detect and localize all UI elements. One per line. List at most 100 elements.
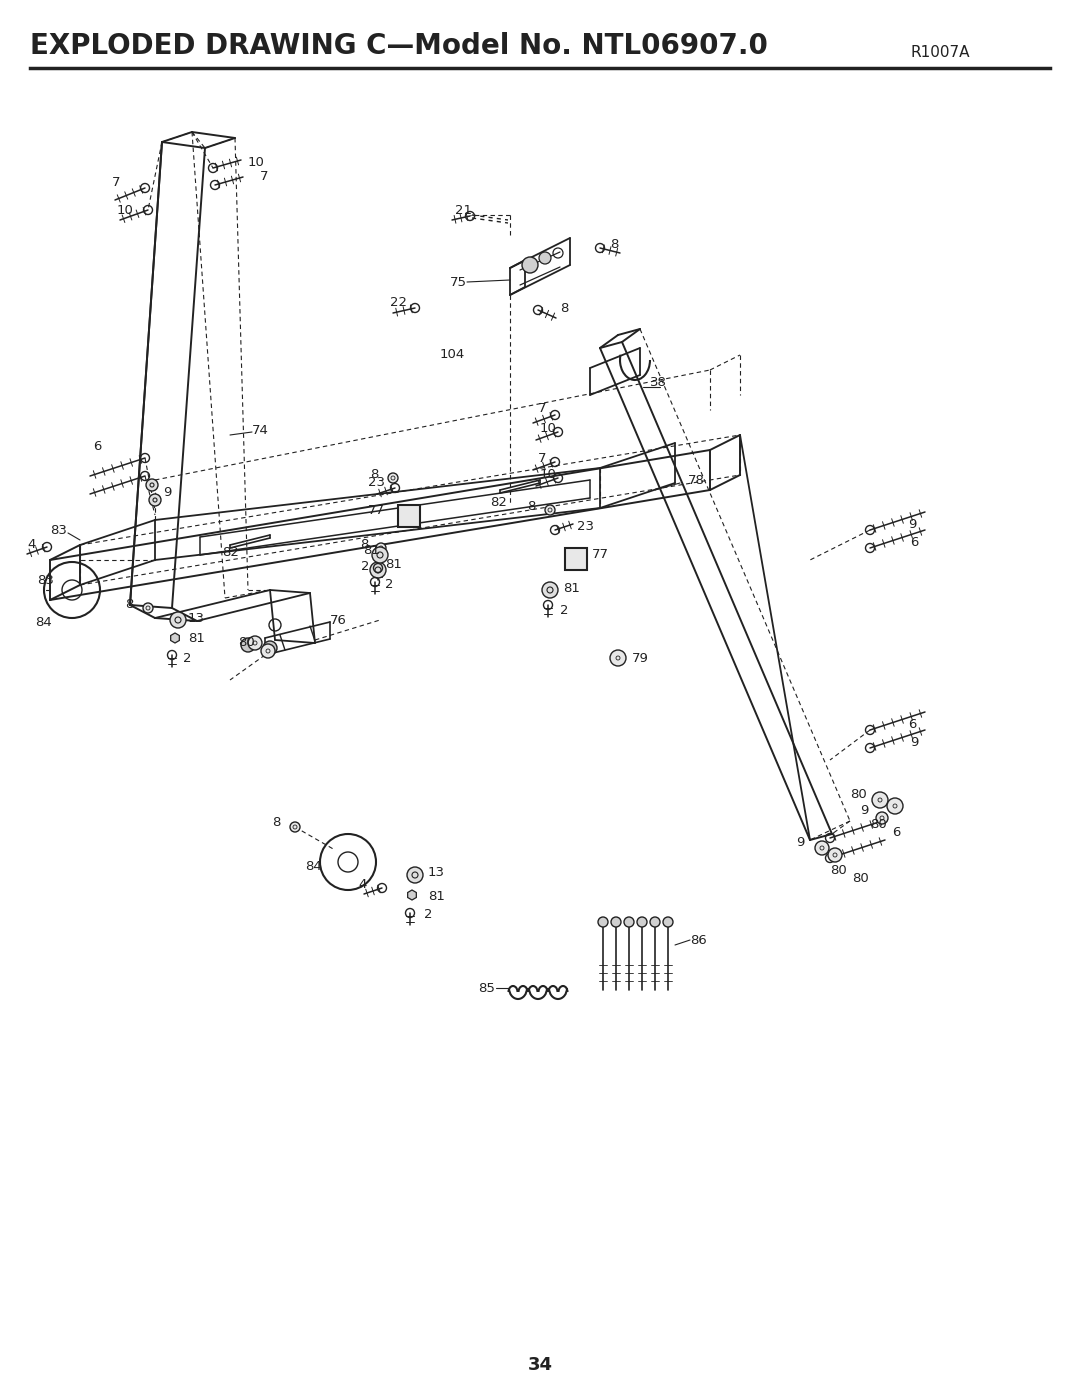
Text: 80: 80: [852, 872, 868, 884]
Text: 10: 10: [540, 468, 557, 482]
Text: 6: 6: [908, 718, 916, 732]
Text: 2: 2: [384, 578, 393, 591]
Text: 81: 81: [563, 581, 580, 595]
Circle shape: [545, 504, 555, 515]
Text: 6: 6: [910, 536, 918, 549]
Text: 8: 8: [527, 500, 536, 514]
Circle shape: [539, 251, 551, 264]
Circle shape: [143, 604, 153, 613]
Text: 77: 77: [592, 549, 609, 562]
Circle shape: [637, 916, 647, 928]
Text: 6: 6: [892, 826, 901, 838]
Text: 8: 8: [125, 598, 133, 612]
Text: 22: 22: [390, 296, 407, 310]
Polygon shape: [171, 633, 179, 643]
Text: 81: 81: [188, 631, 205, 644]
Circle shape: [815, 841, 829, 855]
Text: 13: 13: [428, 866, 445, 879]
Circle shape: [876, 812, 888, 824]
Text: 85: 85: [478, 982, 495, 995]
Text: 2: 2: [424, 908, 432, 922]
Circle shape: [370, 562, 386, 578]
Circle shape: [650, 916, 660, 928]
Text: 13: 13: [188, 612, 205, 624]
Circle shape: [522, 257, 538, 272]
Text: 76: 76: [330, 613, 347, 626]
Text: 7: 7: [112, 176, 121, 190]
Text: 84: 84: [305, 861, 322, 873]
Text: 83: 83: [50, 524, 67, 536]
Circle shape: [170, 612, 186, 629]
Text: 34: 34: [527, 1356, 553, 1375]
Text: 80: 80: [850, 788, 867, 802]
Text: 81: 81: [428, 890, 445, 902]
Text: 77: 77: [368, 503, 384, 517]
Circle shape: [407, 868, 423, 883]
Text: 8: 8: [360, 538, 368, 552]
Circle shape: [146, 479, 158, 490]
Circle shape: [610, 650, 626, 666]
Text: 2: 2: [361, 560, 369, 574]
Text: 23: 23: [577, 521, 594, 534]
Text: 83: 83: [37, 574, 54, 587]
Text: 104: 104: [440, 348, 465, 362]
Circle shape: [624, 916, 634, 928]
Text: 23: 23: [368, 476, 384, 489]
Circle shape: [598, 916, 608, 928]
Text: EXPLODED DRAWING C—Model No. NTL06907.0: EXPLODED DRAWING C—Model No. NTL06907.0: [30, 32, 768, 60]
Circle shape: [663, 916, 673, 928]
Circle shape: [872, 792, 888, 807]
Text: 75: 75: [450, 275, 467, 289]
Text: 8: 8: [561, 302, 568, 314]
Text: 10: 10: [540, 422, 557, 434]
Circle shape: [542, 583, 558, 598]
Text: 84: 84: [35, 616, 52, 629]
Text: 86: 86: [690, 933, 706, 947]
Text: 21: 21: [455, 204, 472, 217]
Text: 74: 74: [252, 423, 269, 436]
Text: 9: 9: [908, 518, 916, 531]
Text: 81: 81: [384, 559, 402, 571]
Bar: [565, 548, 588, 570]
Circle shape: [241, 638, 255, 652]
Circle shape: [372, 548, 388, 563]
Text: 80: 80: [831, 863, 847, 876]
Circle shape: [149, 495, 161, 506]
Text: 80: 80: [870, 819, 887, 831]
Text: 9: 9: [163, 486, 172, 499]
Text: 38: 38: [650, 376, 666, 388]
Circle shape: [828, 848, 842, 862]
Bar: [399, 504, 420, 527]
Text: 8: 8: [370, 468, 378, 482]
Text: 10: 10: [248, 155, 265, 169]
Text: 4: 4: [357, 879, 366, 891]
Circle shape: [887, 798, 903, 814]
Text: 4: 4: [27, 538, 36, 552]
Text: 2: 2: [183, 651, 191, 665]
Text: 6: 6: [93, 440, 102, 454]
Circle shape: [388, 474, 399, 483]
Circle shape: [261, 644, 275, 658]
Text: 8: 8: [610, 237, 619, 250]
Text: 9: 9: [910, 736, 918, 750]
Text: 79: 79: [632, 651, 649, 665]
Text: 80: 80: [238, 636, 255, 648]
Polygon shape: [407, 890, 416, 900]
Text: 8: 8: [272, 816, 281, 830]
Text: 78: 78: [688, 474, 705, 486]
Text: 7: 7: [538, 401, 546, 415]
Text: 82: 82: [222, 545, 239, 559]
Circle shape: [291, 821, 300, 833]
Text: 9: 9: [796, 837, 805, 849]
Text: 81: 81: [363, 543, 380, 556]
Text: 10: 10: [117, 204, 134, 217]
Circle shape: [248, 636, 262, 650]
Text: 7: 7: [260, 170, 269, 183]
Text: R1007A: R1007A: [910, 45, 970, 60]
Circle shape: [611, 916, 621, 928]
Text: 9: 9: [860, 803, 868, 816]
Text: 2: 2: [561, 604, 568, 616]
Text: 82: 82: [490, 496, 507, 510]
Circle shape: [376, 543, 386, 553]
Text: 7: 7: [538, 451, 546, 464]
